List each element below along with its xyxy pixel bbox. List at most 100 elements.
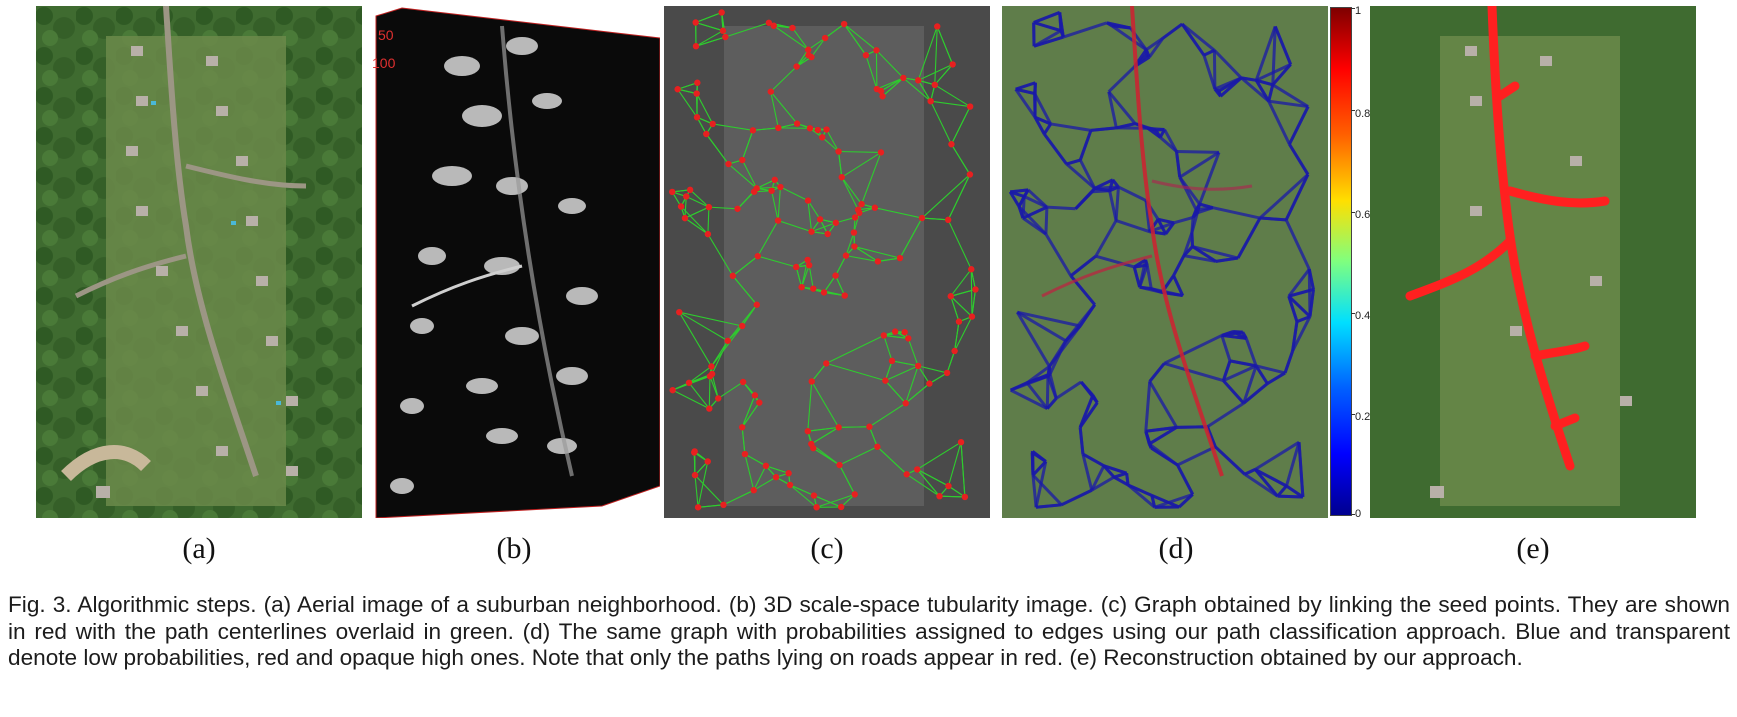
probability-edge bbox=[1107, 90, 1137, 125]
probability-edge bbox=[1048, 373, 1058, 399]
probability-edge bbox=[1287, 268, 1311, 298]
probability-edge bbox=[1284, 219, 1311, 270]
seed-point bbox=[873, 85, 881, 93]
probability-edge bbox=[1214, 76, 1242, 91]
probability-edge bbox=[1046, 205, 1076, 211]
probability-edge bbox=[1095, 254, 1135, 269]
seed-point bbox=[693, 114, 701, 121]
seed-point bbox=[835, 148, 842, 155]
centerline-edge bbox=[717, 381, 744, 399]
seed-point bbox=[871, 204, 879, 211]
seed-point bbox=[762, 462, 770, 470]
centerline-edge bbox=[757, 220, 779, 257]
centerline-edge bbox=[697, 461, 709, 508]
high-probability-path bbox=[1130, 6, 1224, 477]
probability-edge bbox=[1117, 185, 1147, 202]
centerline-edge bbox=[711, 373, 719, 399]
centerline-edge bbox=[916, 469, 940, 497]
centerline-edge bbox=[884, 360, 893, 381]
centerline-edge bbox=[854, 246, 879, 262]
centerline-edge bbox=[917, 365, 948, 374]
probability-edge bbox=[1154, 492, 1194, 509]
centerline-edge bbox=[883, 335, 893, 362]
centerline-edge bbox=[810, 426, 839, 445]
seed-point bbox=[686, 186, 694, 194]
probability-edge bbox=[1090, 187, 1096, 193]
probability-edge bbox=[1283, 350, 1295, 374]
seed-point bbox=[862, 51, 870, 59]
centerline-edge bbox=[753, 465, 767, 491]
seed-point bbox=[874, 443, 881, 450]
seed-point bbox=[724, 337, 731, 344]
centerline-edge bbox=[777, 186, 781, 221]
probability-edge bbox=[1164, 221, 1176, 235]
centerline-edge bbox=[694, 475, 699, 508]
probability-edge bbox=[1110, 24, 1148, 51]
probability-edge bbox=[1229, 359, 1257, 368]
seed-point bbox=[850, 229, 858, 236]
centerline-edge bbox=[934, 26, 938, 85]
probability-edge bbox=[1192, 245, 1239, 260]
centerline-edge bbox=[843, 23, 877, 51]
centerline-edge bbox=[950, 295, 973, 317]
probability-edge bbox=[1090, 465, 1106, 491]
centerline-edge bbox=[688, 366, 712, 384]
probability-edge bbox=[1014, 88, 1037, 119]
centerline-edge bbox=[921, 174, 971, 219]
centerline-edge bbox=[677, 88, 697, 95]
seed-point bbox=[966, 171, 974, 178]
probability-edge bbox=[1033, 29, 1062, 48]
centerline-edge bbox=[841, 151, 882, 178]
probability-edge bbox=[1016, 310, 1081, 328]
centerline-edge bbox=[678, 311, 712, 367]
seed-point bbox=[753, 301, 760, 308]
probability-edge bbox=[1034, 115, 1052, 126]
seed-point bbox=[915, 77, 922, 84]
seed-point bbox=[753, 185, 760, 192]
probability-edge bbox=[1031, 450, 1047, 463]
seed-point bbox=[750, 487, 757, 494]
reconstruction-image bbox=[1370, 6, 1696, 518]
seed-point bbox=[704, 230, 712, 238]
centerline-edge bbox=[877, 257, 901, 262]
probability-edge bbox=[1176, 445, 1216, 467]
centerline-edge bbox=[744, 453, 755, 491]
seed-point bbox=[832, 272, 839, 279]
probability-edge bbox=[1285, 441, 1301, 487]
centerline-edge bbox=[950, 106, 971, 145]
centerline-edge bbox=[839, 464, 856, 495]
probability-edge bbox=[1287, 295, 1299, 323]
centerline-edge bbox=[939, 495, 965, 498]
probability-edge bbox=[1145, 264, 1153, 289]
probability-edge bbox=[1254, 25, 1277, 81]
seed-point bbox=[718, 9, 725, 16]
probability-edges bbox=[1008, 11, 1315, 509]
centerline-edge bbox=[916, 441, 962, 470]
centerline-edge bbox=[813, 288, 845, 297]
probability-edge bbox=[1094, 219, 1118, 257]
seed-point bbox=[951, 347, 958, 355]
seed-point bbox=[808, 440, 815, 448]
probability-edge bbox=[1172, 254, 1186, 277]
centerline-edge bbox=[917, 80, 932, 102]
probability-edge bbox=[1015, 311, 1051, 368]
probability-edge bbox=[1147, 443, 1153, 449]
seed-point bbox=[804, 428, 811, 435]
seed-point bbox=[805, 261, 813, 269]
seed-point bbox=[739, 378, 747, 386]
probability-edge bbox=[1144, 430, 1151, 445]
seed-point bbox=[691, 449, 698, 456]
centerline-edge bbox=[694, 474, 724, 506]
probability-edge bbox=[1213, 49, 1243, 79]
seed-point bbox=[708, 363, 715, 370]
centerline-edge bbox=[845, 232, 855, 256]
centerline-edge bbox=[732, 275, 758, 306]
probability-edge bbox=[1297, 442, 1305, 498]
centerline-edge bbox=[826, 334, 885, 364]
centerline-edge bbox=[705, 133, 729, 165]
probability-edge bbox=[1163, 334, 1223, 365]
centerline-edge bbox=[843, 23, 867, 56]
centerline-edge bbox=[757, 255, 797, 268]
seed-point bbox=[891, 328, 899, 335]
probability-edge bbox=[1026, 365, 1051, 384]
